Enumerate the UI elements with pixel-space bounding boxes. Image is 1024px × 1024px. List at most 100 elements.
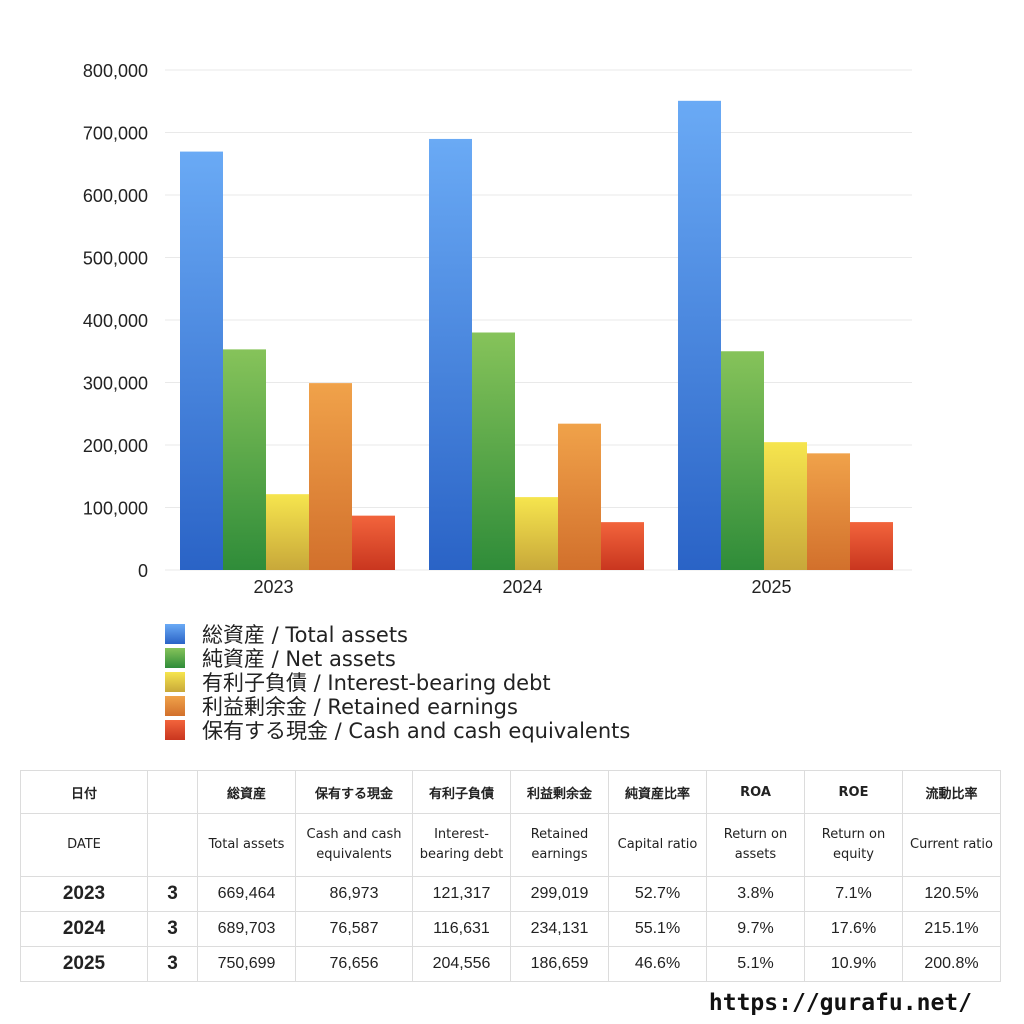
bar-chart: 0 100,000 200,000 300,000 400,000 500,000 600,… <box>83 61 912 597</box>
table-cell: 5.1% <box>706 946 805 982</box>
table-row: 2024 3 689,703 76,587 116,631 234,131 55.1% 9.7… <box>20 911 1001 947</box>
table-row: 2023 3 669,464 86,973 121,317 299,019 52.7% 3.8… <box>20 876 1001 912</box>
table-cell: 234,131 <box>510 911 609 947</box>
table-cell: 55.1% <box>608 911 707 947</box>
table-cell: 2023 <box>20 876 148 912</box>
table-row: 2025 3 750,699 76,656 204,556 186,659 46.6% 5.1… <box>20 946 1001 982</box>
table-cell: 17.6% <box>804 911 903 947</box>
table-cell: 120.5% <box>902 876 1001 912</box>
table-cell: 116,631 <box>412 911 511 947</box>
table-cell: 750,699 <box>197 946 296 982</box>
table-cell: DATE <box>20 813 148 877</box>
y-tick-label: 400,000 <box>83 311 148 331</box>
table-cell: 3.8% <box>706 876 805 912</box>
x-tick-label: 2024 <box>502 577 542 597</box>
table-cell: 669,464 <box>197 876 296 912</box>
y-tick-label: 0 <box>138 561 148 581</box>
table-cell: 2024 <box>20 911 148 947</box>
table-cell: 215.1% <box>902 911 1001 947</box>
bar-2023-series-1 <box>180 151 223 570</box>
table-cell: 3 <box>147 946 198 982</box>
table-header-row: 日付 総資産 保有する現金 有利子負債 利益剰余金 純資産比率 ROA ROE 流動比率 <box>20 770 1001 814</box>
table-cell: 3 <box>147 911 198 947</box>
table-cell: 121,317 <box>412 876 511 912</box>
y-tick-label: 200,000 <box>83 436 148 456</box>
table-cell: 利益剰余金 <box>510 770 609 814</box>
legend-label: 利益剰余金 / Retained earnings <box>202 695 518 719</box>
legend-item: 総資産 / Total assets <box>165 622 765 647</box>
legend-swatch <box>165 720 185 740</box>
table-cell: 76,656 <box>295 946 413 982</box>
table-cell: ROE <box>804 770 903 814</box>
y-tick-label: 300,000 <box>83 374 148 394</box>
x-tick-label: 2025 <box>751 577 791 597</box>
table-cell: 総資産 <box>197 770 296 814</box>
bar-2025-series-2 <box>721 351 764 570</box>
y-axis: 0 100,000 200,000 300,000 400,000 500,000 600,… <box>83 61 148 581</box>
y-tick-label: 600,000 <box>83 186 148 206</box>
y-tick-label: 800,000 <box>83 61 148 81</box>
bar-2025-series-4 <box>807 453 850 570</box>
bar-2024-series-3 <box>515 497 558 570</box>
legend: 総資産 / Total assets 純資産 / Net assets 有利子負債 … <box>165 622 765 743</box>
bars <box>180 100 893 571</box>
table-cell: Return on assets <box>706 813 805 877</box>
table-cell: 186,659 <box>510 946 609 982</box>
legend-item: 保有する現金 / Cash and cash equivalents <box>165 718 765 743</box>
table-cell: Capital ratio <box>608 813 707 877</box>
legend-swatch <box>165 696 185 716</box>
table-cell: 有利子負債 <box>412 770 511 814</box>
bar-2025-series-1 <box>678 100 721 571</box>
y-tick-label: 500,000 <box>83 249 148 269</box>
legend-item: 有利子負債 / Interest-bearing debt <box>165 670 765 695</box>
y-tick-label: 700,000 <box>83 124 148 144</box>
bar-2024-series-2 <box>472 332 515 570</box>
bar-2025-series-3 <box>764 442 807 570</box>
table-cell: 299,019 <box>510 876 609 912</box>
table-cell: 保有する現金 <box>295 770 413 814</box>
bar-2024-series-1 <box>429 138 472 571</box>
table-cell: Interest-bearing debt <box>412 813 511 877</box>
table-cell: 689,703 <box>197 911 296 947</box>
legend-item: 利益剰余金 / Retained earnings <box>165 694 765 719</box>
table-cell: 86,973 <box>295 876 413 912</box>
table-cell: 日付 <box>20 770 148 814</box>
table-cell: 9.7% <box>706 911 805 947</box>
legend-swatch <box>165 648 185 668</box>
table-cell <box>147 813 198 877</box>
y-tick-label: 100,000 <box>83 499 148 519</box>
legend-item: 純資産 / Net assets <box>165 646 765 671</box>
legend-label: 保有する現金 / Cash and cash equivalents <box>202 719 631 743</box>
legend-label: 純資産 / Net assets <box>202 647 396 671</box>
table-cell: Return on equity <box>804 813 903 877</box>
bar-2024-series-5 <box>601 522 644 570</box>
table-cell: 46.6% <box>608 946 707 982</box>
table-cell: 流動比率 <box>902 770 1001 814</box>
table-cell <box>147 770 198 814</box>
table-header-row: DATE Total assets Cash and cash equivalent… <box>20 813 1001 877</box>
legend-swatch <box>165 624 185 644</box>
bar-2023-series-5 <box>352 515 395 570</box>
financial-table: 日付 総資産 保有する現金 有利子負債 利益剰余金 純資産比率 ROA ROE 流動比率 DATE… <box>20 770 1001 982</box>
table-cell: Cash and cash equivalents <box>295 813 413 877</box>
table-cell: 76,587 <box>295 911 413 947</box>
table-cell: ROA <box>706 770 805 814</box>
table-cell: Total assets <box>197 813 296 877</box>
legend-label: 総資産 / Total assets <box>202 623 408 647</box>
table-cell: 純資産比率 <box>608 770 707 814</box>
table-cell: 10.9% <box>804 946 903 982</box>
table-cell: 2025 <box>20 946 148 982</box>
table-cell: 3 <box>147 876 198 912</box>
x-axis: 2023 2024 2025 <box>253 577 791 597</box>
bar-2023-series-4 <box>309 383 352 570</box>
bar-2024-series-4 <box>558 423 601 570</box>
bar-2023-series-3 <box>266 494 309 570</box>
bar-2025-series-5 <box>850 522 893 570</box>
legend-label: 有利子負債 / Interest-bearing debt <box>202 671 551 695</box>
table-cell: 204,556 <box>412 946 511 982</box>
site-url[interactable]: https://gurafu.net/ <box>708 990 972 1016</box>
table-cell: 52.7% <box>608 876 707 912</box>
table-cell: Retained earnings <box>510 813 609 877</box>
legend-swatch <box>165 672 185 692</box>
table-cell: 7.1% <box>804 876 903 912</box>
